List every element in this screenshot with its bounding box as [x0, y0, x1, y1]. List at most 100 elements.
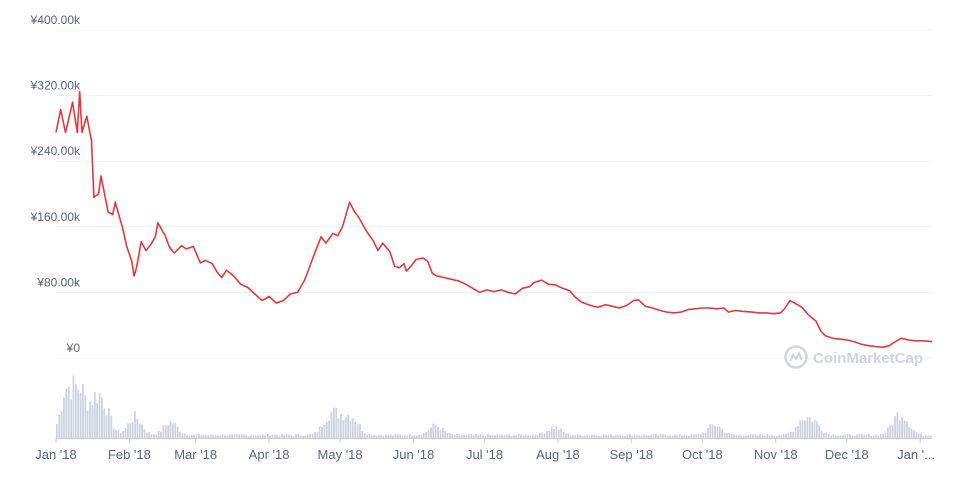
- volume-bar: [496, 434, 499, 438]
- volume-bar: [162, 425, 165, 438]
- volume-bar: [929, 435, 932, 438]
- volume-bar: [626, 434, 629, 438]
- volume-bar: [311, 433, 314, 438]
- volume-bar: [666, 435, 669, 438]
- volume-bar: [351, 418, 354, 438]
- volume-bar: [823, 432, 825, 438]
- volume-bar: [756, 435, 759, 438]
- volume-bar: [460, 435, 463, 438]
- volume-bar: [678, 434, 681, 438]
- x-tick-label: Apr '18: [249, 447, 290, 462]
- volume-bar: [879, 434, 882, 438]
- y-tick-label: ¥80.00k: [36, 275, 81, 289]
- volume-bar: [778, 435, 780, 438]
- volume-bar: [67, 386, 70, 438]
- volume-bar: [392, 435, 394, 438]
- volume-bar: [872, 435, 875, 438]
- volume-bar: [780, 435, 783, 438]
- volume-bar: [150, 434, 153, 438]
- volume-bar: [235, 434, 238, 438]
- volume-bar: [486, 434, 489, 438]
- volume-bar: [167, 425, 170, 438]
- volume-bar: [183, 433, 186, 438]
- volume-bar: [740, 435, 742, 438]
- volume-bar: [825, 432, 828, 438]
- volume-bar: [681, 435, 683, 438]
- volume-bar: [797, 426, 799, 438]
- volume-bar: [711, 424, 714, 438]
- volume-bar: [415, 435, 418, 438]
- volume-bar: [207, 435, 210, 438]
- volume-bar: [842, 435, 844, 438]
- volume-bar: [164, 425, 167, 438]
- volume-bar: [905, 421, 908, 438]
- volume-bar: [865, 434, 868, 438]
- volume-bar: [153, 434, 155, 438]
- volume-bar: [60, 411, 63, 438]
- volume-bar: [917, 433, 920, 438]
- volume-bar: [420, 435, 423, 438]
- volume-bar: [839, 435, 842, 438]
- volume-bar: [875, 434, 877, 438]
- volume-bar: [832, 434, 835, 438]
- volume-bar: [186, 435, 188, 438]
- volume-bar: [617, 435, 619, 438]
- x-tick-label: Jan '18: [35, 447, 77, 462]
- volume-bar: [278, 435, 281, 438]
- volume-bar: [697, 434, 700, 438]
- volume-bar: [340, 413, 342, 438]
- volume-bar: [484, 435, 487, 438]
- volume-bar: [176, 426, 179, 438]
- volume-bar: [119, 433, 122, 438]
- volume-bar: [659, 434, 662, 438]
- volume-bar: [138, 423, 141, 438]
- volume-bar: [538, 433, 541, 438]
- volume-bar: [86, 410, 89, 438]
- volume-bar: [524, 434, 527, 438]
- y-tick-label: ¥160.00k: [30, 210, 81, 224]
- volume-bar: [425, 431, 428, 438]
- volume-bar: [844, 434, 847, 438]
- volume-bar: [849, 434, 851, 438]
- volume-bar: [527, 435, 529, 438]
- volume-bar: [65, 388, 68, 438]
- x-tick-label: Jan '...: [897, 447, 935, 462]
- volume-bar: [105, 415, 108, 438]
- volume-bar: [347, 414, 349, 438]
- volume-bar: [335, 407, 338, 438]
- volume-bar: [131, 421, 134, 438]
- volume-bar: [664, 435, 667, 438]
- volume-bar: [432, 423, 435, 438]
- volume-bar: [179, 431, 181, 438]
- volume-bar: [100, 397, 103, 438]
- volume-bar: [735, 434, 738, 438]
- volume-bar: [82, 384, 84, 438]
- volume-bar: [349, 420, 352, 438]
- volume-bar: [716, 426, 719, 438]
- volume-bar: [444, 430, 447, 438]
- volume-bar: [306, 434, 309, 438]
- volume-bar: [401, 435, 404, 438]
- volume-bar: [583, 435, 586, 438]
- volume-bar: [141, 424, 143, 438]
- volume-bar: [607, 434, 610, 438]
- volume-bar: [321, 427, 323, 438]
- volume-bar: [472, 434, 475, 438]
- volume-bar: [363, 432, 366, 438]
- volume-bar: [515, 434, 518, 438]
- volume-bar: [785, 433, 787, 438]
- volume-bar: [837, 435, 840, 438]
- volume-bar: [356, 424, 359, 438]
- volume-bar: [638, 435, 641, 438]
- volume-bar: [273, 434, 276, 438]
- volume-bar: [572, 435, 574, 438]
- volume-bar: [744, 435, 747, 438]
- volume-bar: [546, 431, 548, 438]
- volume-bar: [453, 434, 456, 438]
- volume-bar: [359, 423, 361, 438]
- volume-bar: [591, 435, 593, 438]
- volume-bar: [280, 434, 283, 438]
- volume-bar: [458, 434, 461, 438]
- volume-bar: [228, 434, 231, 438]
